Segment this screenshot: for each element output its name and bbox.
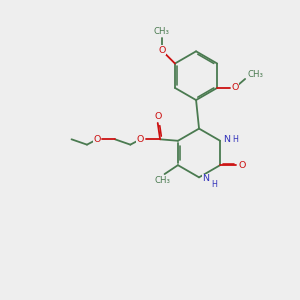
Text: CH₃: CH₃ bbox=[248, 70, 263, 79]
Text: H: H bbox=[211, 180, 217, 189]
Text: O: O bbox=[93, 135, 101, 144]
Text: O: O bbox=[231, 83, 238, 92]
Text: O: O bbox=[239, 161, 246, 170]
Text: O: O bbox=[158, 46, 166, 55]
Text: H: H bbox=[232, 135, 238, 144]
Text: O: O bbox=[137, 135, 144, 144]
Text: O: O bbox=[154, 112, 161, 121]
Text: CH₃: CH₃ bbox=[154, 27, 170, 36]
Text: N: N bbox=[202, 174, 209, 183]
Text: CH₃: CH₃ bbox=[154, 176, 170, 184]
Text: N: N bbox=[224, 135, 230, 144]
